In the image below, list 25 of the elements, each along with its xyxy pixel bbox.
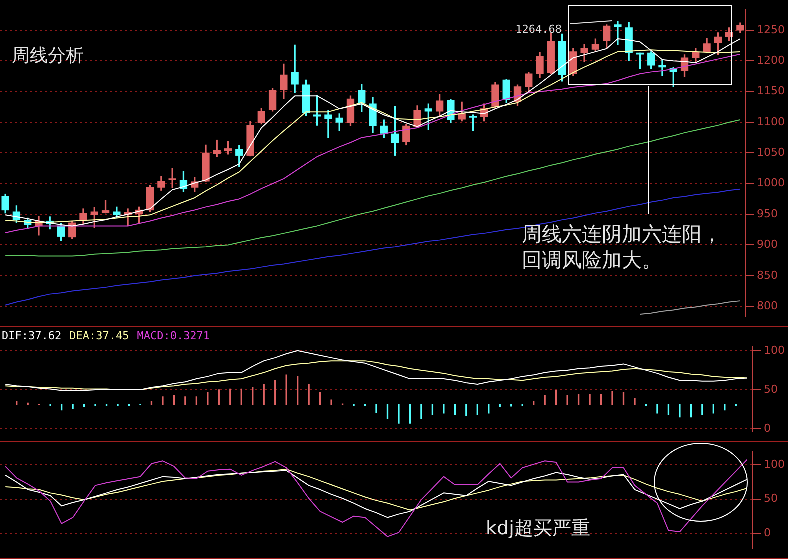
y-tick-label: 100 xyxy=(764,458,786,472)
y-tick-label: 1050 xyxy=(757,146,786,160)
y-tick-label: 800 xyxy=(757,299,778,312)
y-tick-label: 1000 xyxy=(757,176,786,190)
text: MACD:0.3271 xyxy=(137,329,210,342)
y-tick-label: 1250 xyxy=(757,23,786,36)
candlestick xyxy=(614,21,622,46)
y-tick-label: 100 xyxy=(764,344,786,357)
text: DEA:37.45 xyxy=(70,329,130,342)
annotation: 1264.68 xyxy=(516,22,562,36)
y-tick-label: 1150 xyxy=(757,84,786,98)
text: DIF:37.62 xyxy=(2,329,62,342)
y-tick-label: 1200 xyxy=(757,54,786,67)
y-tick-label: 850 xyxy=(757,268,778,282)
annotation: 周线六连阴加六连阳，回调风险加大。 xyxy=(522,222,722,272)
y-tick-label: 950 xyxy=(757,207,778,220)
y-tick-label: 50 xyxy=(764,492,778,506)
annotation: kdj超买严重 xyxy=(486,517,590,540)
y-tick-label: 50 xyxy=(764,382,778,396)
y-tick-label: 0 xyxy=(764,526,772,540)
annotation: 周线分析 xyxy=(12,46,84,67)
y-tick-label: 0 xyxy=(764,422,772,435)
y-tick-label: 1100 xyxy=(757,115,786,128)
candlestick xyxy=(324,110,332,138)
y-tick-label: 900 xyxy=(757,238,778,252)
